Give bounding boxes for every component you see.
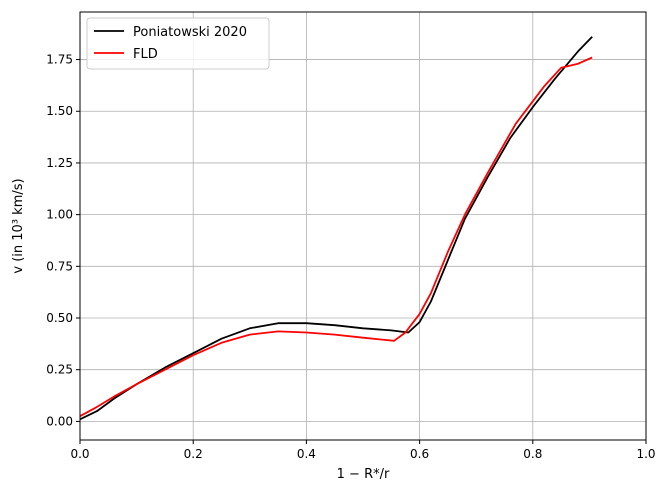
- plot-frame: [79, 11, 647, 441]
- y-tick-label: 0.25: [46, 363, 73, 377]
- x-tick-label: 0.0: [70, 447, 89, 461]
- series-line-poniatowski: [79, 36, 593, 421]
- legend: Poniatowski 2020 FLD: [86, 17, 270, 70]
- grid-lines: [79, 12, 647, 440]
- x-tick-label: 0.6: [410, 447, 429, 461]
- y-axis-label: v (in 10³ km/s): [11, 178, 26, 273]
- legend-label-fld: FLD: [133, 47, 158, 62]
- y-tick-label: 0.75: [46, 259, 73, 273]
- x-tick-label: 1.0: [636, 447, 655, 461]
- series-line-fld: [79, 56, 593, 417]
- axis-ticks: 0.0 0.2 0.4 0.6 0.8 1.0 0.00 0.25 0.50 0.75 1.00 1.…: [46, 53, 655, 461]
- y-tick-label: 1.50: [46, 104, 73, 118]
- x-tick-label: 0.2: [184, 447, 203, 461]
- y-tick-label: 1.75: [46, 53, 73, 67]
- legend-label-poniatowski: Poniatowski 2020: [133, 25, 247, 40]
- y-tick-label: 1.00: [46, 208, 73, 222]
- y-tick-label: 0.50: [46, 311, 73, 325]
- series-lines: [79, 36, 593, 421]
- x-tick-label: 0.8: [523, 447, 542, 461]
- y-tick-label: 0.00: [46, 414, 73, 428]
- y-tick-label: 1.25: [46, 156, 73, 170]
- x-axis-label: 1 − R*/r: [337, 467, 390, 482]
- x-tick-label: 0.4: [297, 447, 316, 461]
- legend-box: [86, 17, 270, 70]
